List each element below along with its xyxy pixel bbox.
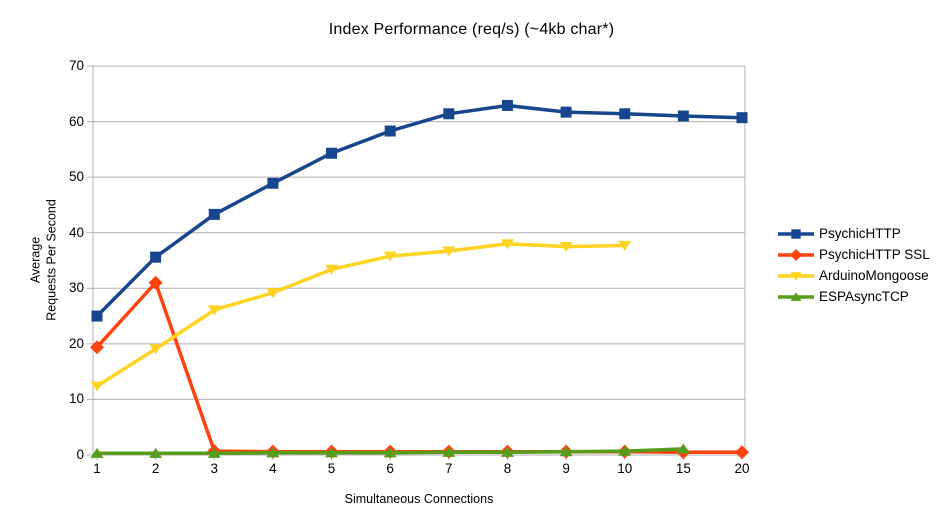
series-markers-espasynctcp <box>90 443 690 458</box>
x-tick-label: 20 <box>734 461 750 476</box>
legend-item-psychichttp: PsychicHTTP <box>778 223 930 244</box>
y-tick-label: 20 <box>68 335 84 351</box>
x-tick-label: 4 <box>269 461 277 476</box>
x-tick-label: 2 <box>151 461 160 476</box>
legend-item-arduinomongoose: ArduinoMongoose <box>778 265 930 286</box>
legend-swatch-triangle-down-icon <box>778 271 814 281</box>
series-line-psychichttp <box>95 103 743 318</box>
x-tick-label: 6 <box>386 461 394 476</box>
y-tick-label: 30 <box>68 280 84 296</box>
chart-title: Index Performance (req/s) (~4kb char*) <box>328 21 615 38</box>
x-tick-label: 3 <box>210 461 219 476</box>
y-tick-label: 10 <box>68 391 84 407</box>
series-line-arduinomongoose <box>96 242 625 388</box>
x-tick-label: 8 <box>503 461 512 476</box>
legend-label: ArduinoMongoose <box>819 268 929 283</box>
x-tick-label: 15 <box>675 461 691 476</box>
x-tick-label: 7 <box>445 461 453 476</box>
y-tick-label: 50 <box>68 169 84 185</box>
x-axis-title: Simultaneous Connections <box>344 492 494 506</box>
legend-item-psychichttp-ssl: PsychicHTTP SSL <box>778 244 930 265</box>
legend-swatch-triangle-up-icon <box>778 291 814 301</box>
y-tick-label: 70 <box>68 58 84 73</box>
legend-swatch-diamond-icon <box>778 248 814 261</box>
series-markers-psychichttp-ssl <box>90 275 749 460</box>
series-line-psychichttp-ssl <box>95 279 742 454</box>
legend-label: ESPAsyncTCP <box>819 289 909 304</box>
legend-label: PsychicHTTP <box>819 226 901 241</box>
legend-swatch-square-icon <box>778 228 814 239</box>
series-arduinomongoose <box>90 239 632 392</box>
x-tick-label: 5 <box>327 461 336 476</box>
series-psychichttp-ssl <box>90 275 749 460</box>
y-tick-label: 0 <box>76 447 84 462</box>
series-markers-arduinomongoose <box>90 239 632 392</box>
y-tick-label: 60 <box>68 113 84 129</box>
x-tick-label: 1 <box>93 461 101 476</box>
y-tick-label: 40 <box>68 224 84 240</box>
series-espasynctcp <box>90 443 690 458</box>
legend-label: PsychicHTTP SSL <box>819 247 930 262</box>
legend: PsychicHTTP PsychicHTTP SSL ArduinoMongoos… <box>778 223 930 307</box>
x-tick-label: 10 <box>617 461 633 476</box>
series-markers-psychichttp <box>91 99 748 322</box>
series-psychichttp <box>91 99 748 322</box>
x-tick-label: 9 <box>562 461 570 476</box>
legend-item-espasynctcp: ESPAsyncTCP <box>778 286 930 307</box>
